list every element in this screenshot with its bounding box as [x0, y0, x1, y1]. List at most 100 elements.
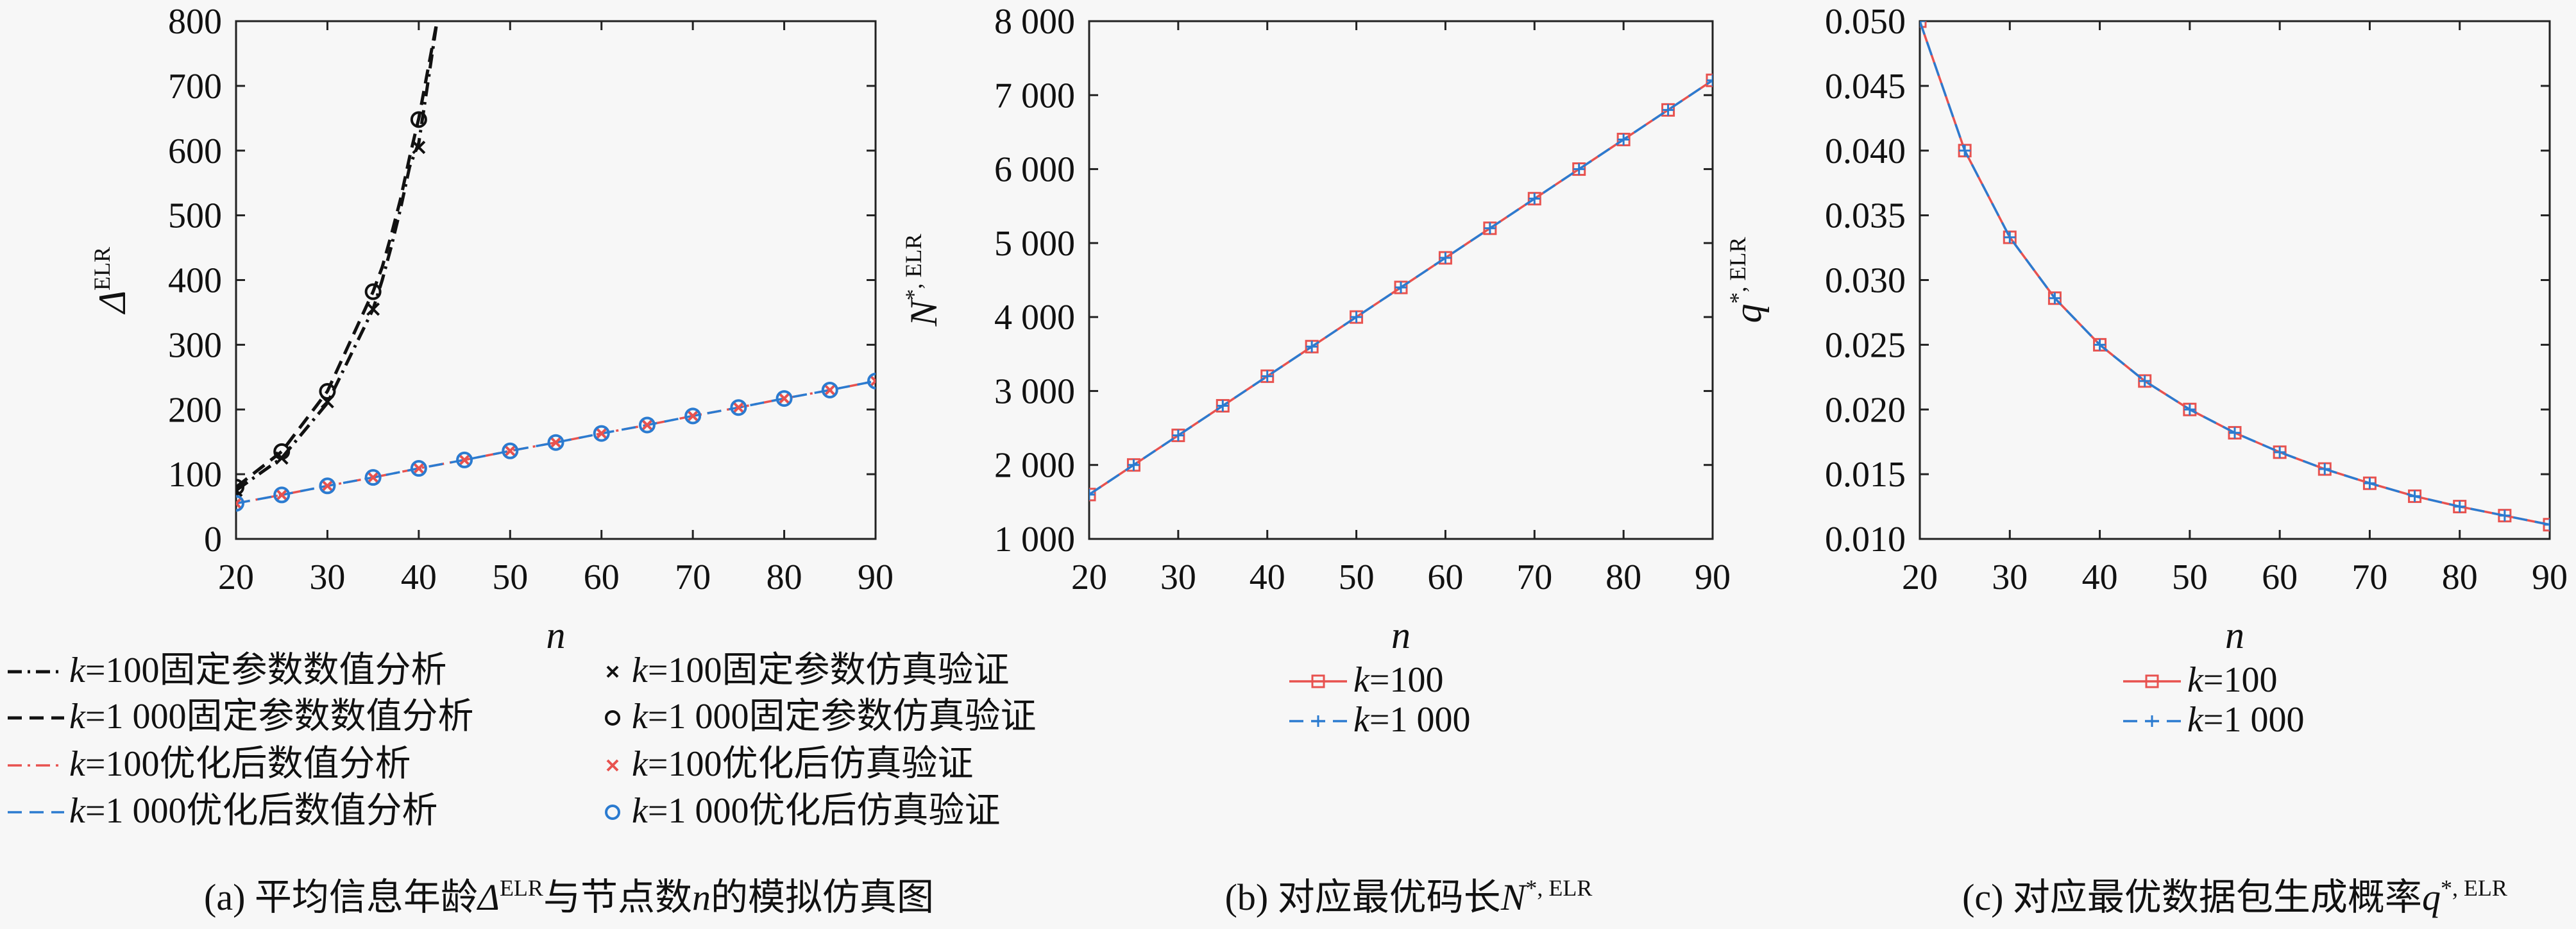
series-point — [2409, 490, 2421, 502]
legend-var: k — [2187, 700, 2204, 740]
x-tick-label: 40 — [1250, 558, 1285, 597]
series-1 — [1089, 74, 1713, 500]
series-point — [319, 383, 336, 400]
series-point — [1217, 400, 1229, 412]
series-line — [236, 380, 876, 505]
series-point — [1484, 222, 1496, 234]
legend-var: k — [69, 651, 86, 690]
legend-marker — [1311, 674, 1325, 688]
x-tick-label: 50 — [1339, 558, 1375, 597]
x-axis-label: n — [547, 614, 566, 656]
y-tick-label: 0.025 — [1825, 325, 1906, 365]
x-tick-label: 60 — [584, 558, 620, 597]
legend-label: k=100固定参数数值分析 — [69, 651, 446, 690]
y-tick-label: 0.015 — [1825, 455, 1906, 495]
caption-part: Δ — [477, 876, 500, 918]
series-point — [364, 283, 382, 300]
series-line — [1920, 21, 2550, 526]
y-tick-label: 6 000 — [994, 150, 1075, 190]
legend-var: k — [632, 744, 648, 784]
legend-label: k=100固定参数仿真验证 — [632, 651, 1009, 690]
series-point — [638, 416, 656, 434]
series-point — [503, 444, 517, 458]
series-point — [1128, 459, 1140, 471]
x-tick-label: 80 — [1606, 558, 1641, 597]
series-point — [236, 497, 243, 510]
legend-label: k=1 000固定参数仿真验证 — [632, 697, 1036, 737]
legend-text: =100 — [2203, 660, 2278, 700]
series-point — [319, 477, 336, 495]
x-tick-label: 70 — [1516, 558, 1552, 597]
series-point — [595, 427, 609, 440]
series-point — [869, 374, 876, 388]
series-point — [1439, 251, 1452, 264]
caption-part: *, ELR — [2441, 875, 2507, 901]
legend-text: =1 000固定参数数值分析 — [85, 697, 474, 737]
series-group — [1920, 21, 2550, 532]
y-tick-label: 200 — [168, 390, 222, 430]
legend-label: k=1 000 — [1353, 700, 1470, 740]
series-point — [867, 372, 876, 389]
y-tick-label: 0.045 — [1825, 67, 1906, 107]
x-tick-label: 90 — [1695, 558, 1731, 597]
x-tick-label: 80 — [767, 558, 802, 597]
x-tick-label: 70 — [675, 558, 711, 597]
caption-part: (b) 对应最优码长 — [1225, 876, 1501, 918]
caption: (b) 对应最优码长N*, ELR — [1225, 875, 1593, 918]
legend-text: =100优化后仿真验证 — [648, 744, 974, 784]
legend-marker — [2146, 715, 2158, 727]
series-point — [366, 302, 380, 316]
x-tick-label: 70 — [2351, 558, 2387, 597]
x-tick-label: 90 — [858, 558, 894, 597]
series-point — [1529, 192, 1541, 205]
legend-var: k — [69, 697, 86, 737]
panel-b: 20 30 40 50 60 70 80 90 1 000 2 000 3 000 4 000 5 00… — [901, 2, 1731, 918]
x-tick-label: 20 — [1902, 558, 1938, 597]
series-point — [1573, 163, 1585, 175]
series-point — [731, 400, 745, 414]
legend-marker — [2145, 674, 2159, 688]
series-point — [2364, 477, 2376, 490]
legend-label: k=1 000 — [2187, 700, 2304, 740]
y-tick-label: 0 — [204, 520, 222, 559]
series-point — [2094, 339, 2106, 351]
panel-a: 20 30 40 50 60 70 80 90 0 100 200 300 400 500 600 700 80… — [8, 2, 1036, 918]
x-tick-label: 20 — [218, 558, 254, 597]
series-point — [2453, 500, 2466, 513]
series-point — [273, 443, 291, 460]
x-tick-label: 30 — [1160, 558, 1196, 597]
x-axis-label: n — [1391, 614, 1411, 656]
series-point — [2004, 231, 2016, 243]
legend-var: k — [69, 791, 86, 831]
y-tick-label: 600 — [168, 132, 222, 171]
series-0 — [236, 21, 439, 492]
series-point — [275, 488, 289, 502]
series-point — [366, 470, 380, 484]
series-point — [2229, 427, 2241, 439]
series-point — [457, 453, 471, 467]
y-tick-label: 700 — [168, 67, 222, 107]
y-axis-label-symbol: N — [902, 299, 945, 327]
legend-label: k=1 000优化后数值分析 — [69, 791, 437, 831]
series-point — [1920, 21, 1926, 27]
caption-part: 与节点数 — [543, 876, 692, 918]
series-point — [273, 486, 291, 504]
legend-var: k — [69, 744, 86, 784]
series-point — [730, 399, 747, 416]
series-point — [1172, 429, 1184, 441]
series-4 — [236, 141, 426, 497]
series-2 — [236, 380, 876, 505]
series-line — [1920, 21, 2550, 526]
legend-var: k — [1353, 660, 1370, 700]
x-tick-label: 50 — [2172, 558, 2208, 597]
caption-part: n — [692, 876, 711, 918]
legend-var: k — [632, 651, 648, 690]
y-tick-label: 400 — [168, 261, 222, 301]
plot-frame — [1919, 20, 2551, 540]
series-point — [2274, 446, 2286, 458]
series-5 — [236, 111, 427, 496]
x-tick-label: 40 — [2082, 558, 2118, 597]
series-point — [2544, 518, 2550, 531]
